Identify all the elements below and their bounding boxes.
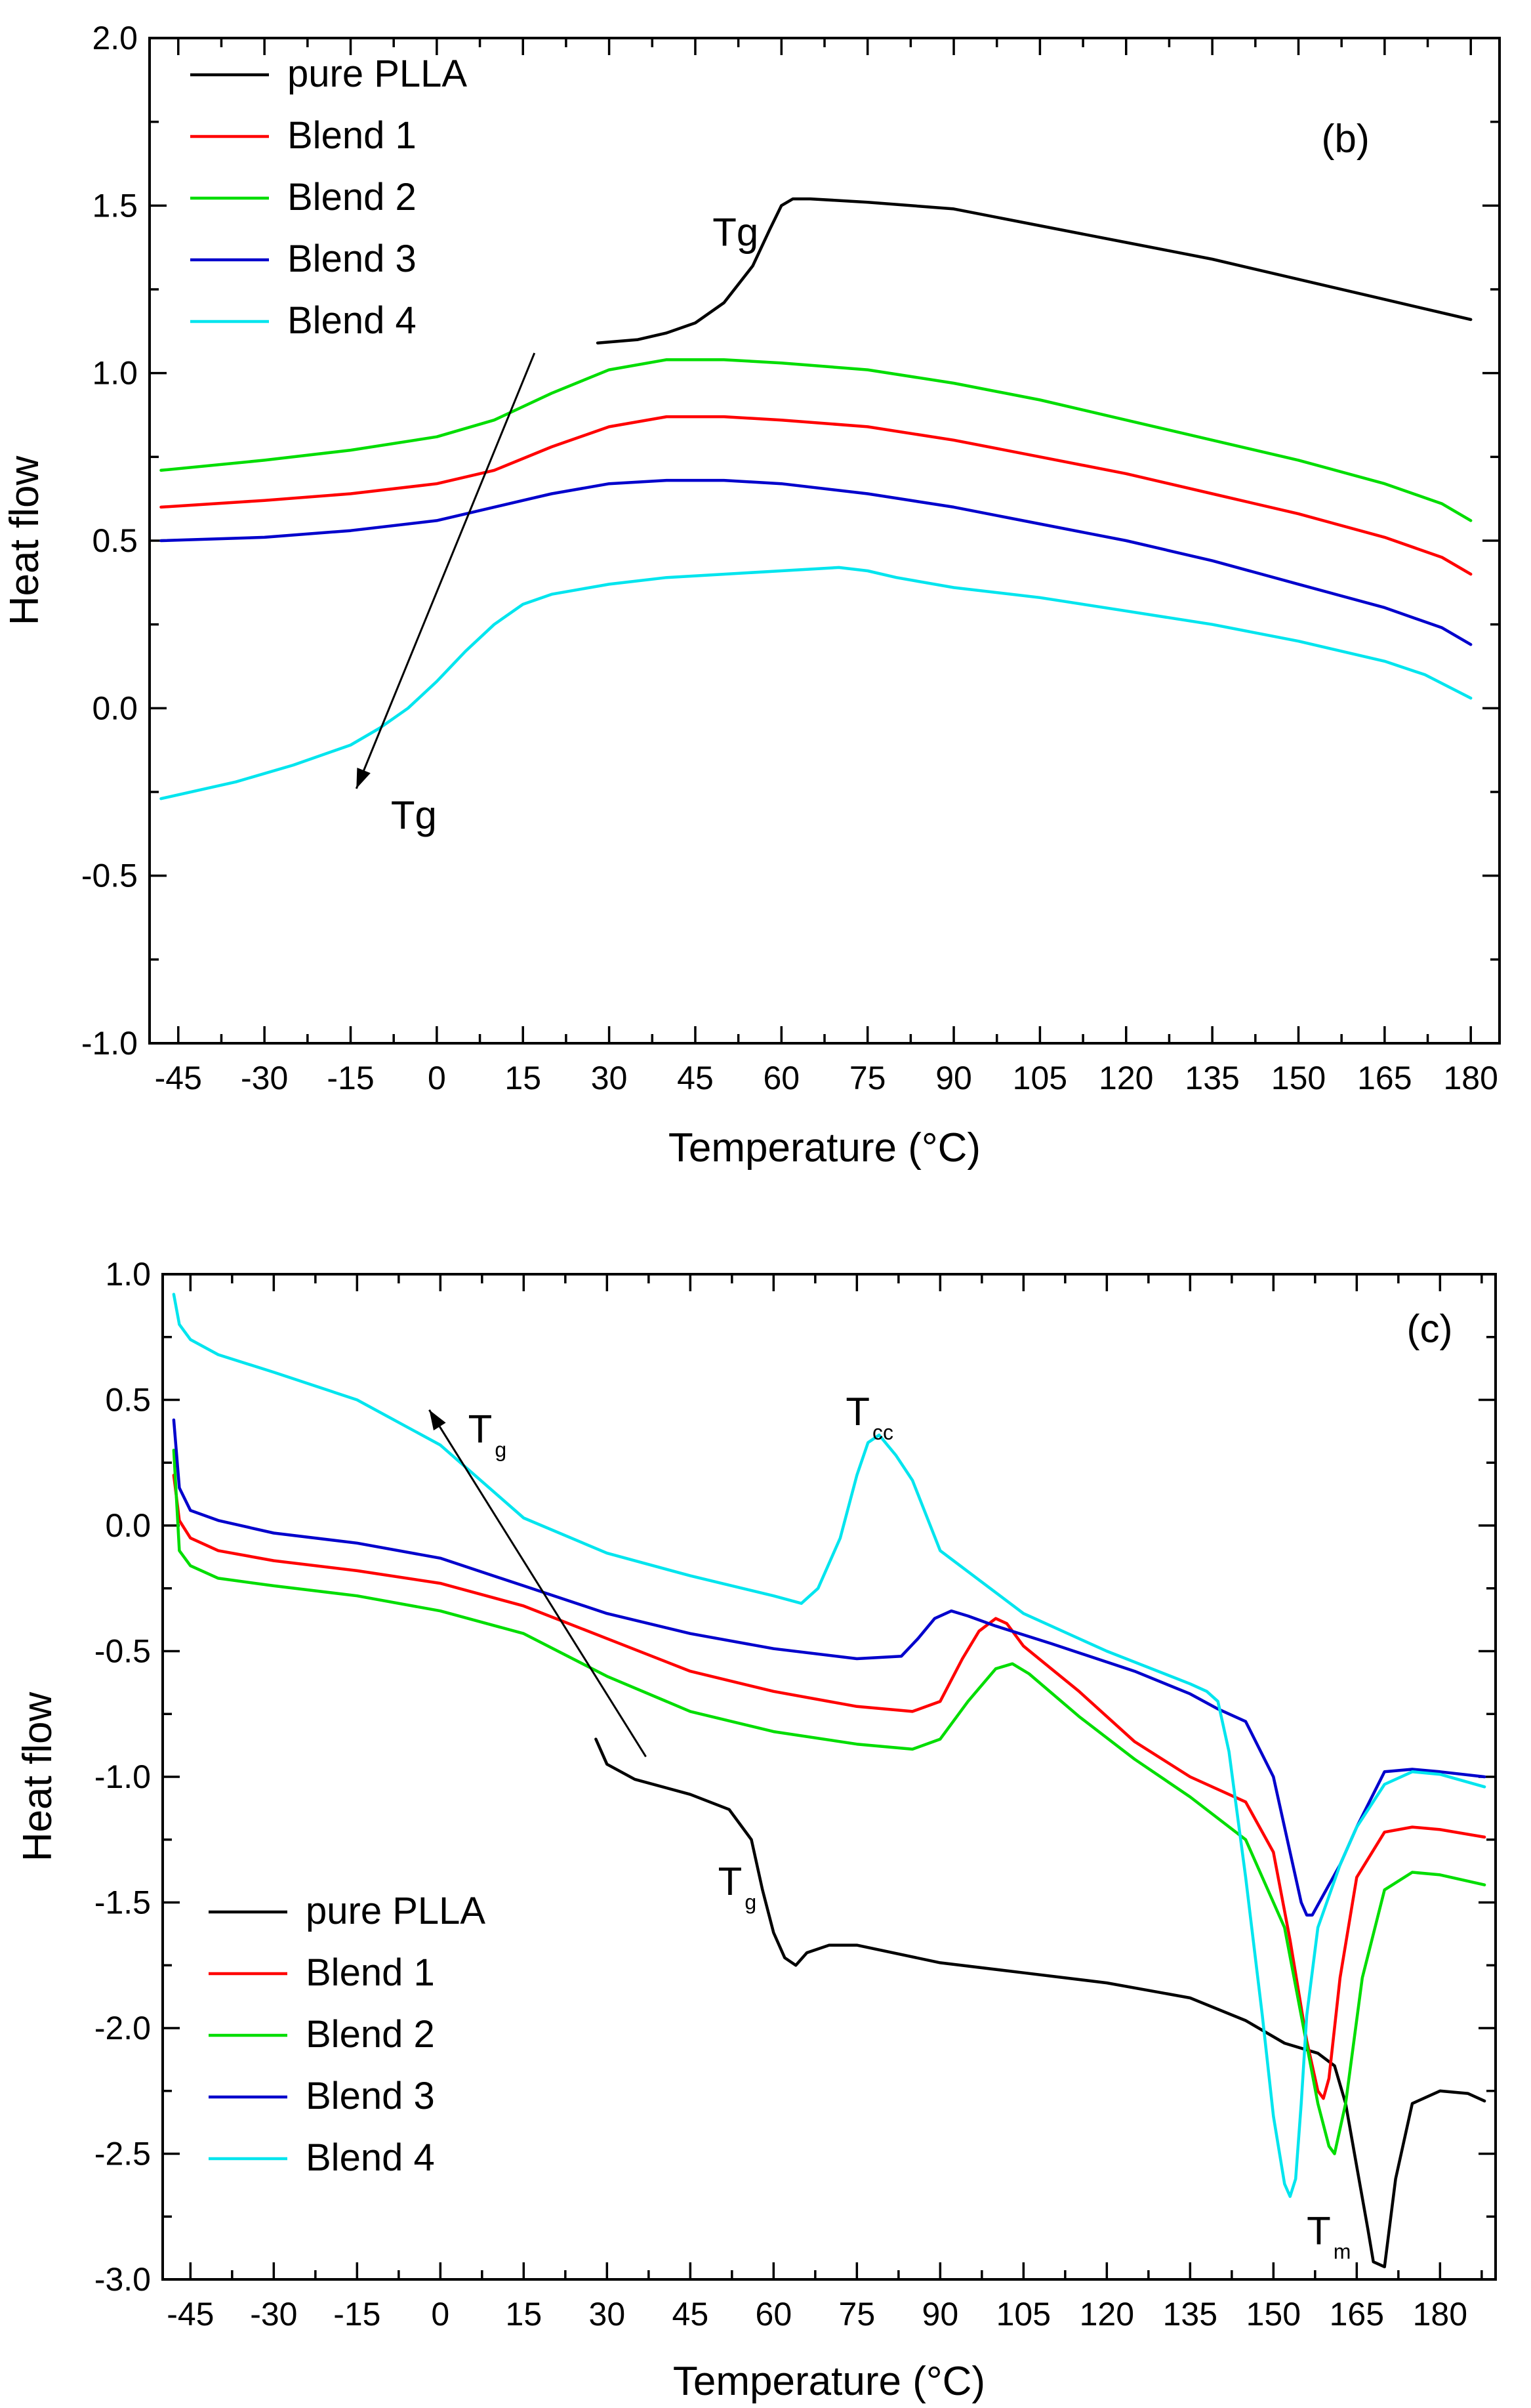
annotation-subscript: m [1334, 2239, 1351, 2263]
trend-arrow-head [356, 768, 371, 789]
annotation-subscript: cc [872, 1421, 893, 1444]
x-tick-label: -15 [333, 2296, 380, 2333]
x-tick-label: 30 [589, 2296, 626, 2333]
x-tick-label: 60 [764, 1060, 800, 1096]
legend-label: Blend 1 [306, 1951, 435, 1994]
x-tick-label: 105 [1013, 1060, 1067, 1096]
y-tick-label: -3.0 [94, 2261, 151, 2298]
chart-panel-b: -45 -30 -15 0 15 30 45 60 75 90 105 120 135 150 165 180… [2, 20, 1501, 1171]
x-tick-label: 60 [756, 2296, 792, 2333]
series-line-blend-4 [159, 566, 1473, 800]
x-tick-label: 30 [591, 1060, 628, 1096]
plot-frame [161, 1273, 1497, 2281]
legend-label: Blend 4 [306, 2136, 435, 2179]
y-axis-title: Heat flow [2, 456, 47, 626]
x-tick-label: 135 [1163, 2296, 1217, 2333]
x-tick-label: 120 [1080, 2296, 1134, 2333]
legend-label: Blend 3 [306, 2075, 435, 2117]
series-line-blend-1 [172, 1474, 1486, 2100]
y-tick-label: 0.0 [105, 1507, 151, 1544]
series-line-blend-1 [159, 415, 1473, 576]
x-tick-label: 90 [922, 2296, 959, 2333]
series-line-blend-2 [172, 1448, 1486, 2155]
x-tick-label: 15 [504, 1060, 541, 1096]
series-line-blend-3 [159, 478, 1473, 646]
x-tick-label: 15 [506, 2296, 542, 2333]
x-tick-label: -30 [250, 2296, 297, 2333]
annotation-subscript: g [495, 1438, 506, 1462]
series-line-pure-plla [594, 1737, 1486, 2269]
x-tick-label: -45 [167, 2296, 214, 2333]
y-tick-label: 2.0 [92, 20, 138, 56]
y-tick-label: -1.0 [81, 1025, 138, 1062]
y-axis-title: Heat flow [15, 1692, 60, 1862]
annotation-label: Tg [712, 211, 758, 255]
annotation-subscript: g [745, 1890, 756, 1914]
annotation-label: (b) [1322, 117, 1370, 161]
y-tick-label: 1.0 [105, 1256, 151, 1293]
x-tick-label: -45 [155, 1060, 202, 1096]
trend-arrow-line [428, 1409, 647, 1758]
y-tick-label: 0.0 [92, 690, 138, 726]
chart-panel-c: -45 -30 -15 0 15 30 45 60 75 90 105 120 135 150 165 180… [15, 1256, 1497, 2404]
series-line-blend-3 [172, 1418, 1486, 1917]
x-tick-label: 90 [935, 1060, 972, 1096]
y-tick-label: -2.0 [94, 2010, 151, 2046]
x-axis-title: Temperature (°C) [673, 2359, 985, 2404]
legend-label: Blend 1 [287, 114, 417, 157]
y-tick-label: -1.0 [94, 1758, 151, 1795]
legend-label: pure PLLA [287, 52, 467, 95]
x-tick-label: 75 [839, 2296, 876, 2333]
x-tick-label: 165 [1330, 2296, 1384, 2333]
x-tick-label: 180 [1413, 2296, 1467, 2333]
annotation-label: (c) [1407, 1306, 1453, 1350]
x-tick-label: -15 [327, 1060, 374, 1096]
legend-label: Blend 4 [287, 299, 417, 342]
x-tick-label: 180 [1443, 1060, 1498, 1096]
y-tick-label: 1.5 [92, 187, 138, 224]
x-tick-label: -30 [241, 1060, 288, 1096]
series-line-blend-4 [172, 1293, 1486, 2198]
y-tick-label: 0.5 [105, 1382, 151, 1419]
x-tick-label: 105 [996, 2296, 1051, 2333]
y-tick-label: -1.5 [94, 1884, 151, 1921]
x-tick-label: 165 [1357, 1060, 1412, 1096]
legend-label: Blend 2 [287, 176, 417, 218]
y-tick-label: -0.5 [81, 858, 138, 894]
x-tick-label: 45 [672, 2296, 709, 2333]
legend-label: pure PLLA [306, 1890, 485, 1932]
x-axis-title: Temperature (°C) [668, 1125, 981, 1171]
trend-arrow-head [429, 1409, 446, 1431]
legend-label: Blend 2 [306, 2013, 435, 2056]
x-tick-label: 75 [849, 1060, 886, 1096]
x-tick-label: 45 [677, 1060, 714, 1096]
x-tick-label: 0 [428, 1060, 446, 1096]
series-line-pure-plla [596, 197, 1473, 344]
x-tick-label: 0 [431, 2296, 449, 2333]
x-tick-label: 150 [1246, 2296, 1301, 2333]
trend-arrow-line [355, 352, 536, 789]
y-tick-label: -2.5 [94, 2136, 151, 2172]
x-tick-label: 120 [1099, 1060, 1153, 1096]
y-tick-label: 0.5 [92, 522, 138, 559]
y-tick-label: -0.5 [94, 1633, 151, 1670]
annotation-label: Tg [391, 793, 437, 837]
legend-label: Blend 3 [287, 238, 417, 280]
y-tick-label: 1.0 [92, 355, 138, 392]
series-line-blend-2 [159, 358, 1473, 522]
x-tick-label: 135 [1185, 1060, 1239, 1096]
x-tick-label: 150 [1271, 1060, 1326, 1096]
